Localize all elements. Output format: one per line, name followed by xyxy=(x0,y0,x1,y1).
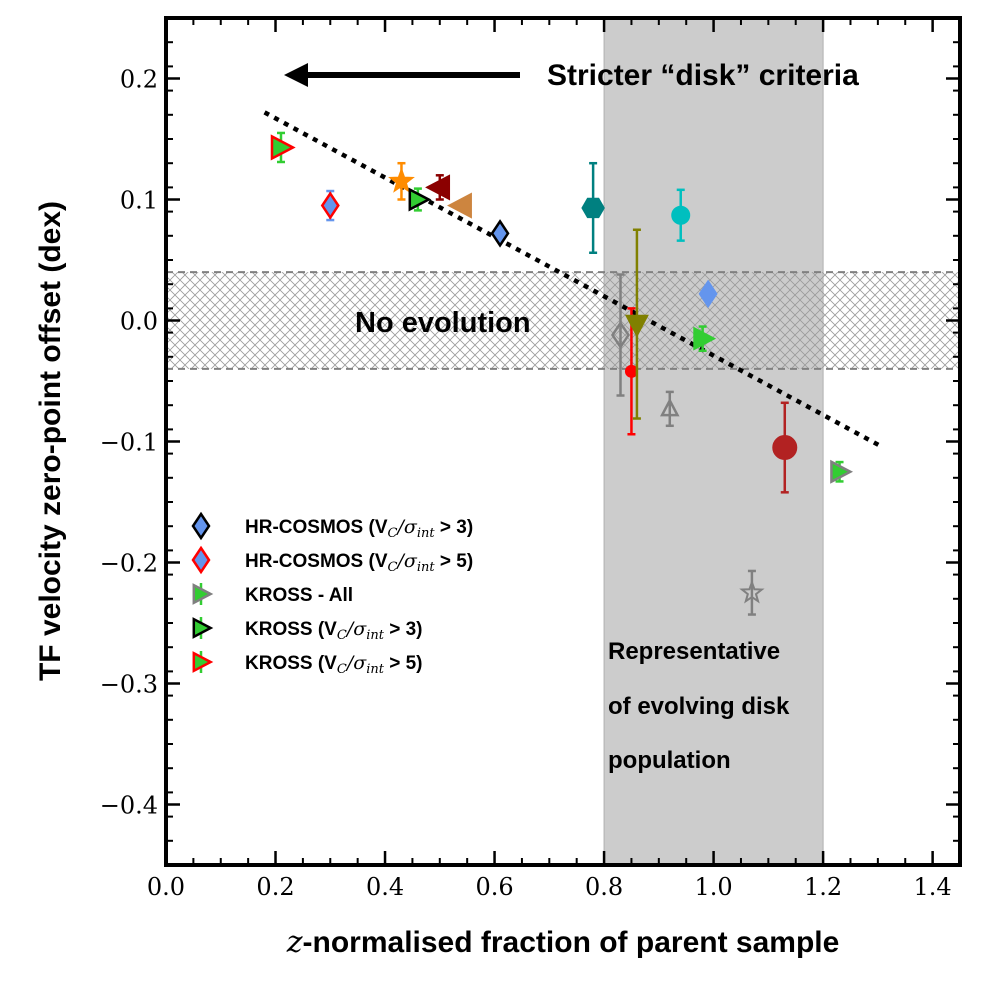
x-tick-label: 0.2 xyxy=(256,873,294,901)
x-tick-label: 0.6 xyxy=(475,873,513,901)
representative-label-line2: of evolving disk xyxy=(608,693,790,720)
data-point xyxy=(698,279,718,309)
data-point xyxy=(772,435,798,461)
trend-line xyxy=(263,110,885,450)
y-tick-label: 0.1 xyxy=(120,187,158,215)
data-point xyxy=(660,397,680,417)
data-point xyxy=(270,134,296,161)
no-evolution-band xyxy=(166,272,960,369)
representative-label-line3: population xyxy=(608,747,731,774)
legend-label: HR-COSMOS (VC/σint > 5) xyxy=(245,550,473,575)
data-point xyxy=(425,174,451,201)
data-point xyxy=(671,205,691,225)
data-point xyxy=(693,326,717,351)
no-evolution-label: No evolution xyxy=(355,307,531,339)
x-tick-label: 0.4 xyxy=(366,873,404,901)
y-axis-title: TF velocity zero-point offset (dex) xyxy=(34,201,67,681)
y-tick-label: 0.2 xyxy=(120,66,158,94)
x-tick-label: 1.2 xyxy=(804,873,842,901)
data-point xyxy=(624,364,638,378)
x-tick-label: 0.8 xyxy=(585,873,623,901)
legend: HR-COSMOS (VC/σint > 3) HR-COSMOS (VC/σin… xyxy=(191,511,473,677)
y-tick-label: −0.3 xyxy=(100,671,158,699)
x-tick-label: 0.0 xyxy=(147,873,185,901)
data-point xyxy=(610,320,630,350)
data-point xyxy=(739,579,765,604)
y-tick-label: 0.0 xyxy=(120,308,158,336)
legend-marker xyxy=(191,511,211,541)
legend-marker xyxy=(191,545,211,575)
y-tick-label: −0.4 xyxy=(100,792,158,820)
legend-marker xyxy=(192,583,214,605)
legend-label: HR-COSMOS (VC/σint > 3) xyxy=(245,516,473,541)
legend-label: KROSS (VC/σint > 5) xyxy=(245,652,423,677)
data-point xyxy=(581,197,605,219)
plot-frame xyxy=(164,16,962,867)
data-point xyxy=(490,219,510,248)
data-point xyxy=(447,192,472,219)
data-point xyxy=(388,167,415,193)
legend-marker xyxy=(192,617,214,639)
legend-label: KROSS - All xyxy=(245,585,353,606)
x-tick-label: 1.4 xyxy=(914,873,952,901)
data-point xyxy=(408,187,432,212)
representative-label-line1: Representative xyxy=(608,638,780,665)
stricter-arrow xyxy=(284,63,520,87)
data-point xyxy=(830,459,854,484)
data-point xyxy=(320,191,340,220)
x-axis-title: z-normalised fraction of parent sample xyxy=(286,925,840,960)
data-point xyxy=(624,314,649,338)
y-tick-label: −0.2 xyxy=(100,550,158,578)
legend-label: KROSS (VC/σint > 3) xyxy=(245,618,423,643)
stricter-criteria-label: Stricter “disk” criteria xyxy=(547,59,859,92)
x-tick-label: 1.0 xyxy=(695,873,733,901)
y-tick-label: −0.1 xyxy=(100,429,158,457)
legend-marker xyxy=(192,651,214,673)
